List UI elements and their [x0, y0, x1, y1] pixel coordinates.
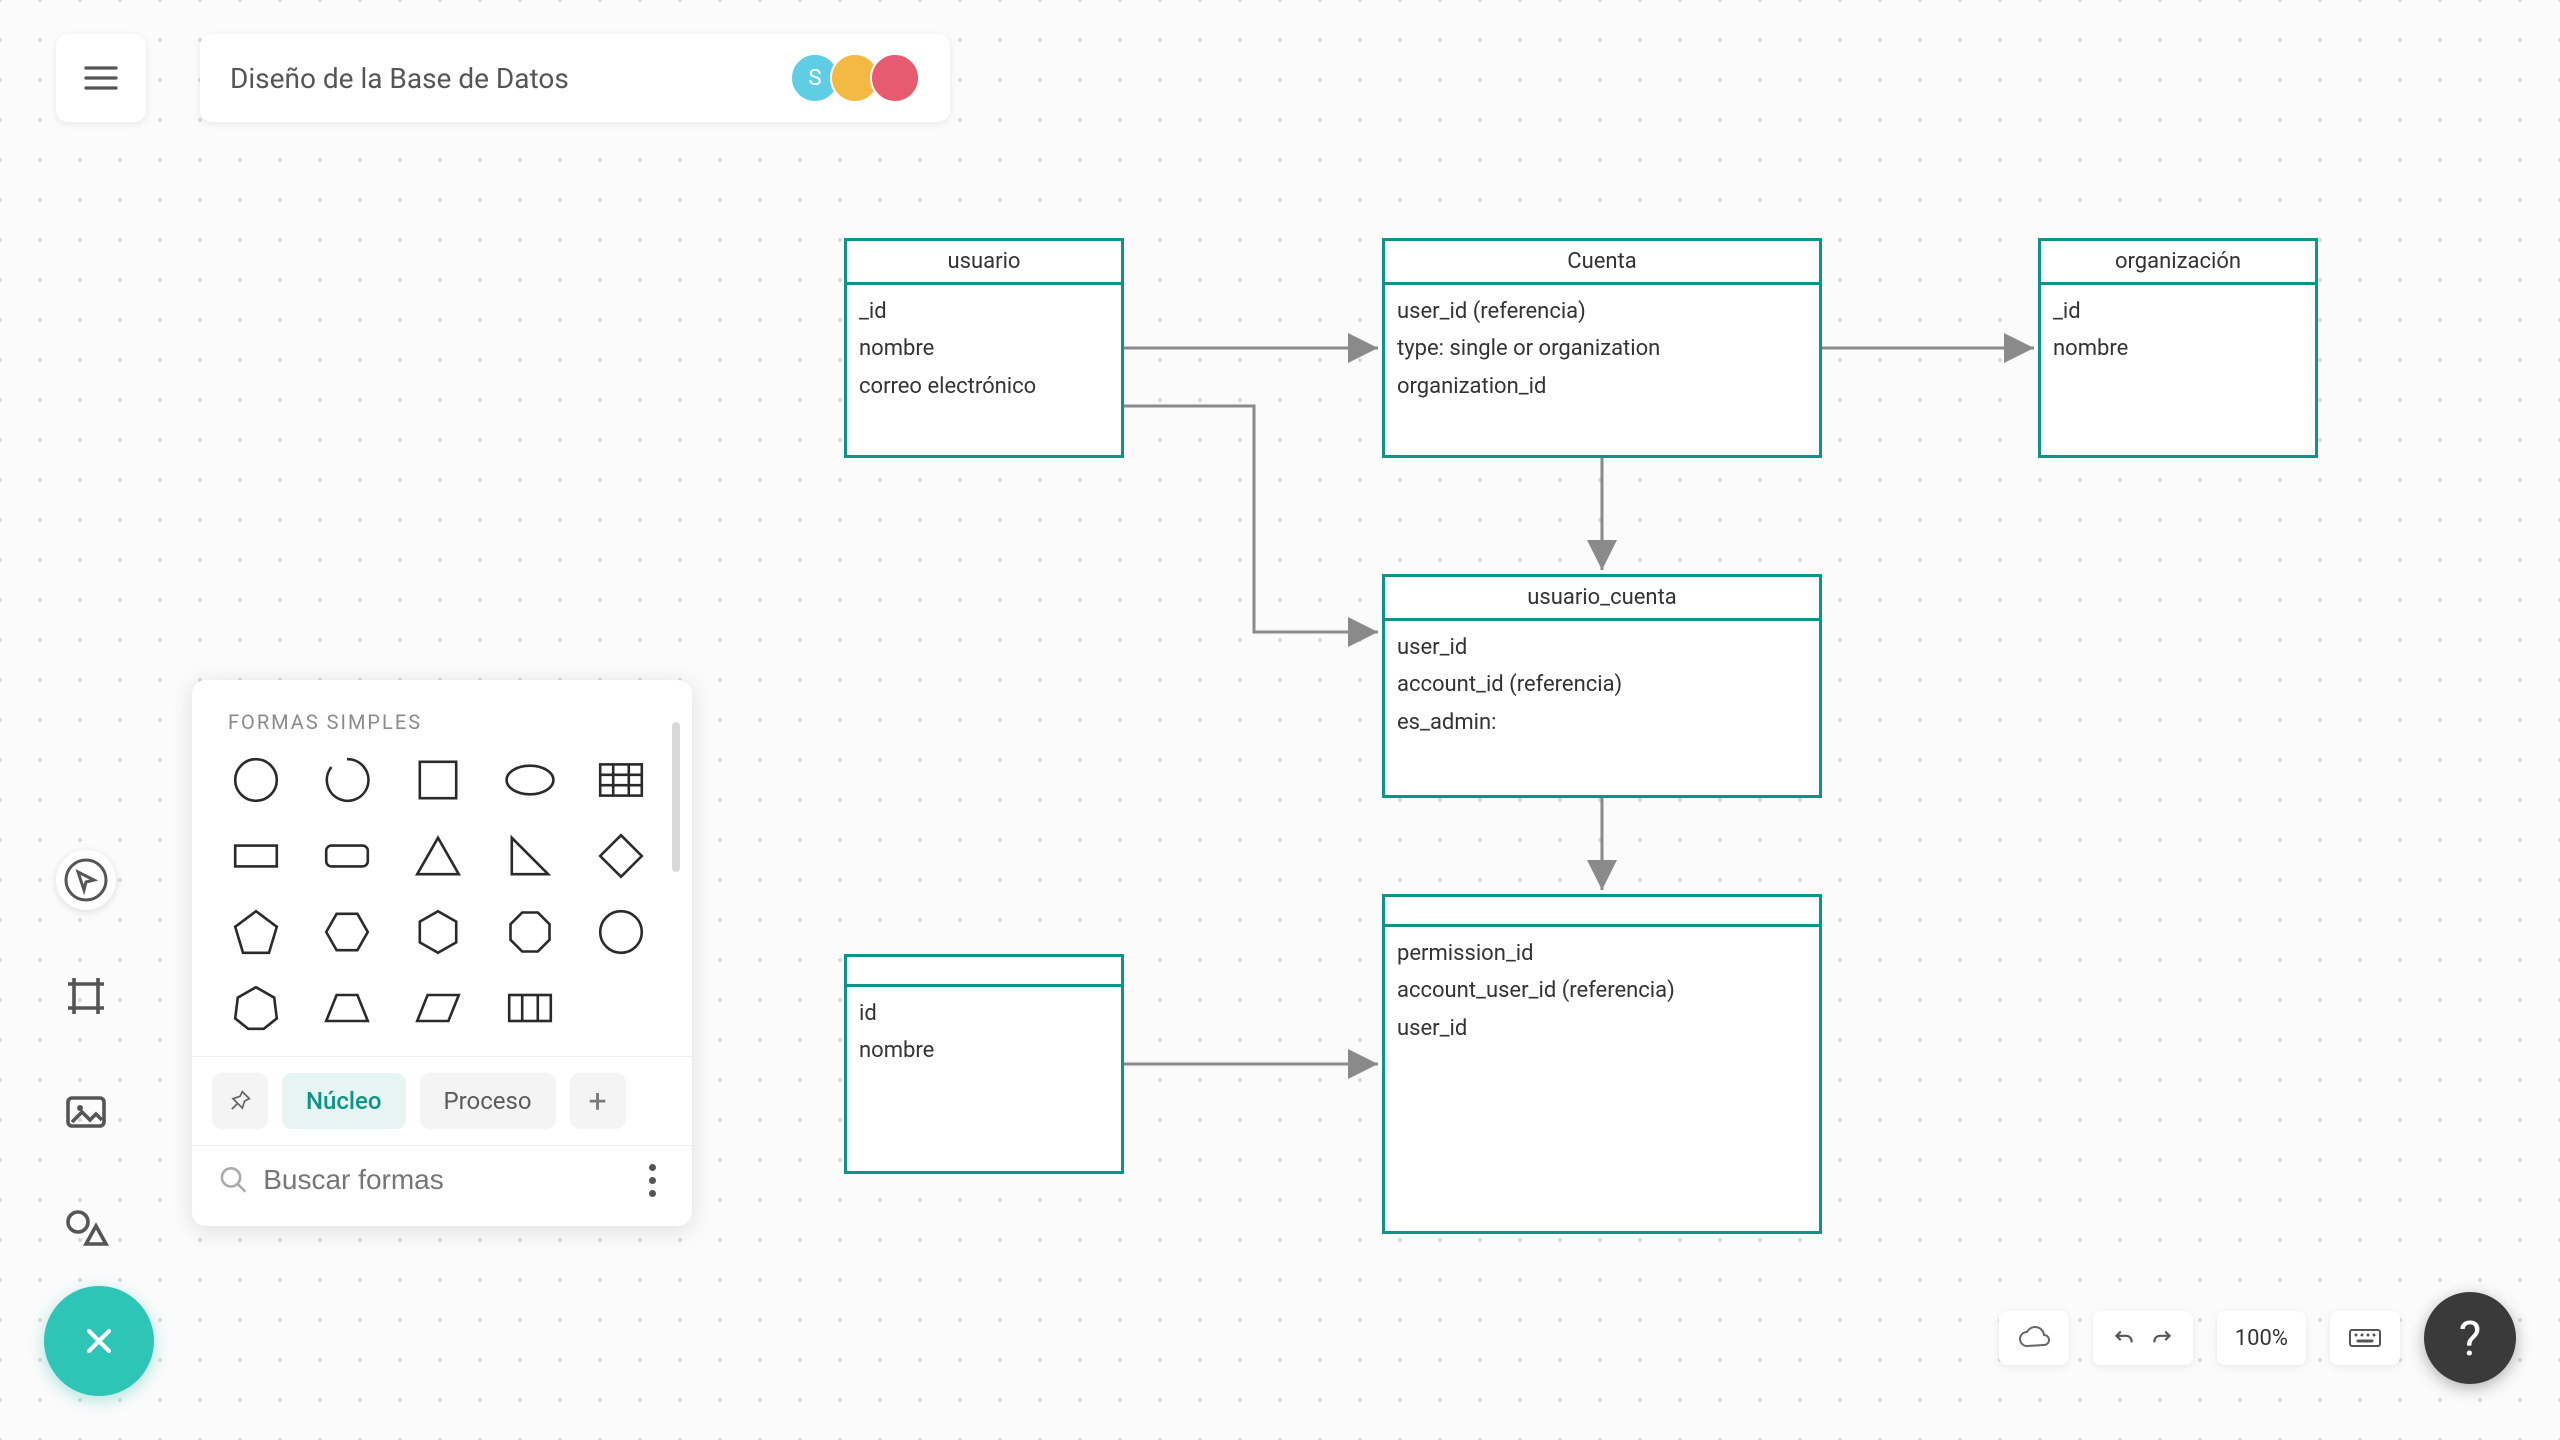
shape-triangle[interactable]	[410, 828, 466, 884]
keyboard-button[interactable]	[2330, 1311, 2400, 1365]
shape-pentagon[interactable]	[228, 904, 284, 960]
main-menu-button[interactable]	[56, 34, 146, 122]
shape-circle[interactable]	[228, 752, 284, 808]
shape-diamond[interactable]	[593, 828, 649, 884]
avatar[interactable]	[870, 53, 920, 103]
shapes-tool[interactable]	[56, 1198, 116, 1258]
pointer-tool[interactable]	[56, 850, 116, 910]
frame-tool[interactable]	[56, 966, 116, 1026]
frame-icon	[62, 972, 110, 1020]
redo-icon[interactable]	[2149, 1325, 2175, 1351]
entity-cuenta[interactable]: Cuenta user_id (referencia) type: single…	[1382, 238, 1822, 458]
entity-body: user_id account_id (referencia) es_admin…	[1385, 621, 1819, 749]
shape-heptagon[interactable]	[228, 980, 284, 1036]
entity-body: _id nombre	[2041, 285, 2315, 376]
shape-decagon[interactable]	[593, 904, 649, 960]
entity-body: user_id (referencia) type: single or org…	[1385, 285, 1819, 413]
tab-nucleo[interactable]: Núcleo	[282, 1073, 406, 1129]
close-icon	[79, 1321, 119, 1361]
zoom-text: 100%	[2235, 1326, 2288, 1351]
cloud-icon	[2017, 1326, 2051, 1350]
panel-tabs: Núcleo Proceso +	[192, 1056, 692, 1145]
shape-octagon[interactable]	[502, 904, 558, 960]
search-options-button[interactable]	[638, 1164, 666, 1197]
collaborator-avatars: S	[800, 53, 920, 103]
help-button[interactable]: ?	[2424, 1292, 2516, 1384]
title-bar: Diseño de la Base de Datos S	[200, 34, 950, 122]
document-title[interactable]: Diseño de la Base de Datos	[230, 62, 800, 95]
bottom-right-controls: 100% ?	[1999, 1292, 2516, 1384]
left-toolbar	[56, 850, 116, 1258]
entity-body: permission_id account_user_id (referenci…	[1385, 927, 1819, 1055]
undo-redo-group	[2093, 1311, 2193, 1365]
cloud-sync-button[interactable]	[1999, 1311, 2069, 1365]
shape-arc[interactable]	[319, 752, 375, 808]
image-icon	[62, 1088, 110, 1136]
undo-icon[interactable]	[2111, 1325, 2137, 1351]
search-icon	[218, 1162, 249, 1198]
shape-right-triangle[interactable]	[502, 828, 558, 884]
shape-rect-wide[interactable]	[228, 828, 284, 884]
search-input[interactable]	[263, 1164, 624, 1196]
entity-body: _id nombre correo electrónico	[847, 285, 1121, 413]
shape-search	[192, 1145, 692, 1226]
pin-button[interactable]	[212, 1073, 268, 1129]
shape-parallelogram[interactable]	[410, 980, 466, 1036]
entity-title: usuario	[847, 241, 1121, 285]
entity-title	[847, 957, 1121, 987]
shape-grid3[interactable]	[502, 980, 558, 1036]
add-tab-button[interactable]: +	[570, 1073, 626, 1129]
shape-ellipse[interactable]	[502, 752, 558, 808]
panel-scrollbar[interactable]	[672, 722, 680, 872]
entity-title	[1385, 897, 1819, 927]
entity-organizacion[interactable]: organización _id nombre	[2038, 238, 2318, 458]
entity-title: organización	[2041, 241, 2315, 285]
entity-title: Cuenta	[1385, 241, 1819, 285]
shapes-icon	[62, 1204, 110, 1252]
panel-heading: FORMAS SIMPLES	[192, 710, 692, 752]
shape-hexagon[interactable]	[319, 904, 375, 960]
help-icon: ?	[2459, 1310, 2482, 1367]
shapes-panel: FORMAS SIMPLES Núcleo Proceso +	[192, 680, 692, 1226]
shape-square[interactable]	[410, 752, 466, 808]
entity-usuario[interactable]: usuario _id nombre correo electrónico	[844, 238, 1124, 458]
shape-hexagon-v[interactable]	[410, 904, 466, 960]
shape-table[interactable]	[593, 752, 649, 808]
pin-icon	[226, 1087, 254, 1115]
keyboard-icon	[2348, 1326, 2382, 1350]
entity-usuario-cuenta[interactable]: usuario_cuenta user_id account_id (refer…	[1382, 574, 1822, 798]
zoom-level[interactable]: 100%	[2217, 1311, 2306, 1365]
shape-grid	[192, 752, 692, 1056]
shape-trapezoid[interactable]	[319, 980, 375, 1036]
hamburger-icon	[81, 58, 121, 98]
entity-permiso-src[interactable]: id nombre	[844, 954, 1124, 1174]
entity-body: id nombre	[847, 987, 1121, 1078]
entity-title: usuario_cuenta	[1385, 577, 1819, 621]
tab-proceso[interactable]: Proceso	[420, 1073, 556, 1129]
close-panel-button[interactable]	[44, 1286, 154, 1396]
entity-permiso[interactable]: permission_id account_user_id (referenci…	[1382, 894, 1822, 1234]
shape-rect-round[interactable]	[319, 828, 375, 884]
pointer-star-icon	[62, 856, 110, 904]
image-tool[interactable]	[56, 1082, 116, 1142]
